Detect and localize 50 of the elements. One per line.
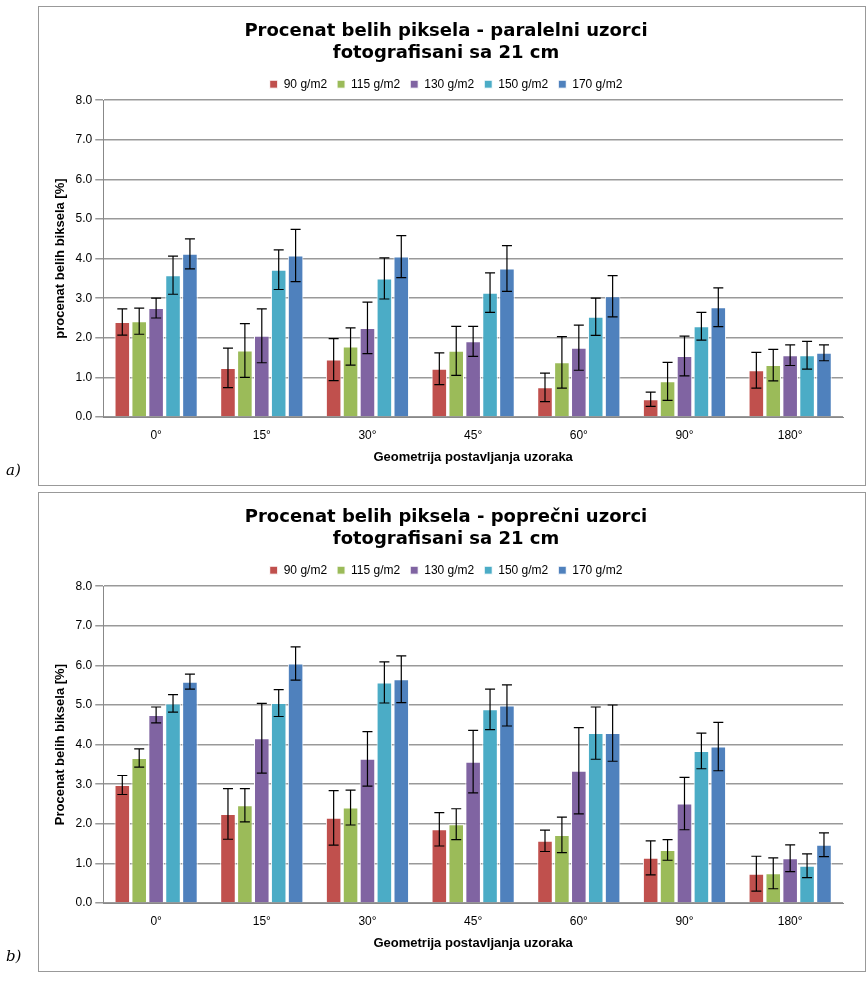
legend-label: 150 g/m2 bbox=[498, 562, 549, 577]
y-tick-label: 8.0 bbox=[75, 92, 93, 107]
x-tick-label: 15° bbox=[252, 913, 272, 928]
y-tick-label: 5.0 bbox=[75, 697, 93, 712]
text: b) bbox=[6, 947, 22, 965]
x-tick-label: 45° bbox=[464, 427, 483, 442]
y-axis-title: Procenat belih biksela [%] bbox=[52, 664, 68, 826]
legend-label: 170 g/m2 bbox=[572, 76, 623, 91]
legend-label: 170 g/m2 bbox=[572, 562, 623, 577]
y-tick-label: 2.0 bbox=[75, 816, 93, 831]
y-tick-label: 1.0 bbox=[75, 855, 93, 870]
y-tick-label: 6.0 bbox=[75, 657, 93, 672]
x-tick-label: 30° bbox=[358, 427, 377, 442]
legend-label: 115 g/m2 bbox=[351, 76, 401, 91]
y-tick-label: 8.0 bbox=[75, 578, 93, 593]
y-tick-label: 7.0 bbox=[75, 618, 93, 633]
y-tick-label: 0.0 bbox=[75, 409, 93, 424]
x-tick-label: 60° bbox=[569, 427, 589, 442]
legend-label: 115 g/m2 bbox=[351, 562, 401, 577]
x-tick-label: 30° bbox=[358, 913, 377, 928]
y-tick-label: 5.0 bbox=[75, 211, 93, 226]
y-tick-label: 1.0 bbox=[75, 369, 93, 384]
y-tick-label: 3.0 bbox=[75, 776, 93, 791]
chart-title: Procenat belih piksela - paralelni uzorci fotografisani sa 21 cm bbox=[244, 19, 648, 63]
y-tick-label: 3.0 bbox=[75, 290, 93, 305]
text: a) bbox=[6, 461, 21, 479]
legend-label: 130 g/m2 bbox=[424, 562, 475, 577]
x-tick-label: 0° bbox=[150, 913, 163, 928]
y-tick-label: 2.0 bbox=[75, 330, 93, 345]
x-tick-label: 90° bbox=[675, 427, 694, 442]
y-axis-title: procenat belih biksela [%] bbox=[52, 178, 68, 339]
x-tick-label: 90° bbox=[675, 913, 694, 928]
legend-label: 150 g/m2 bbox=[498, 76, 549, 91]
x-tick-label: 180° bbox=[777, 913, 803, 928]
x-tick-label: 15° bbox=[252, 427, 272, 442]
x-tick-label: 45° bbox=[464, 913, 483, 928]
x-axis-title: Geometrija postavljanja uzoraka bbox=[373, 448, 574, 464]
x-tick-label: 60° bbox=[569, 913, 589, 928]
y-tick-label: 0.0 bbox=[75, 895, 93, 910]
legend-label: 130 g/m2 bbox=[424, 76, 475, 91]
legend-label: 90 g/m2 bbox=[283, 562, 328, 577]
legend-label: 90 g/m2 bbox=[283, 76, 328, 91]
y-tick-label: 6.0 bbox=[75, 171, 93, 186]
y-tick-label: 7.0 bbox=[75, 132, 93, 147]
x-axis-title: Geometrija postavljanja uzoraka bbox=[373, 934, 574, 950]
x-tick-label: 180° bbox=[777, 427, 803, 442]
x-tick-label: 0° bbox=[150, 427, 163, 442]
chart-title: Procenat belih piksela - poprečni uzorci fotografisani sa 21 cm bbox=[244, 505, 648, 549]
y-tick-label: 4.0 bbox=[75, 250, 93, 265]
y-tick-label: 4.0 bbox=[75, 736, 93, 751]
